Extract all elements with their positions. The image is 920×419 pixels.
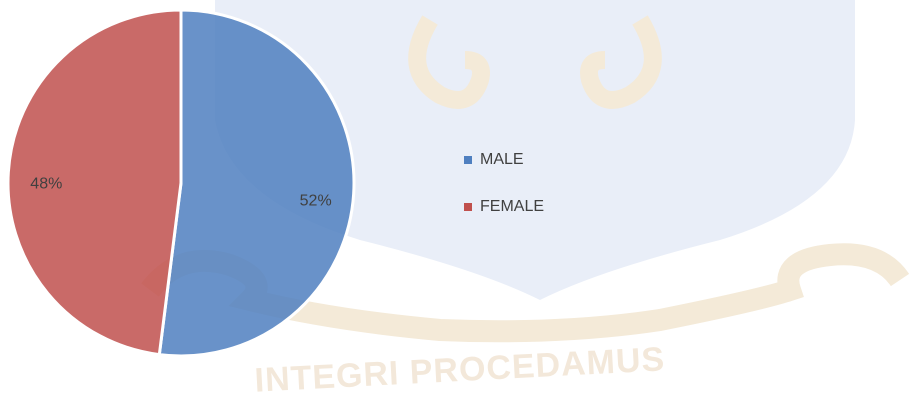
legend-swatch <box>464 203 472 211</box>
watermark-swirl <box>408 15 490 109</box>
watermark-text: INTEGRI PROCEDAMUS <box>254 340 666 399</box>
pie-slice <box>6 8 183 357</box>
legend-label: MALE <box>480 151 524 168</box>
watermark: INTEGRI PROCEDAMUS <box>141 0 910 400</box>
watermark-shield <box>215 0 855 300</box>
data-label: 48% <box>30 176 62 193</box>
legend-label: FEMALE <box>480 198 544 215</box>
pie-slice <box>157 8 356 358</box>
data-label: 52% <box>300 193 332 210</box>
legend-swatch <box>464 156 472 164</box>
watermark-swirl <box>580 15 662 109</box>
